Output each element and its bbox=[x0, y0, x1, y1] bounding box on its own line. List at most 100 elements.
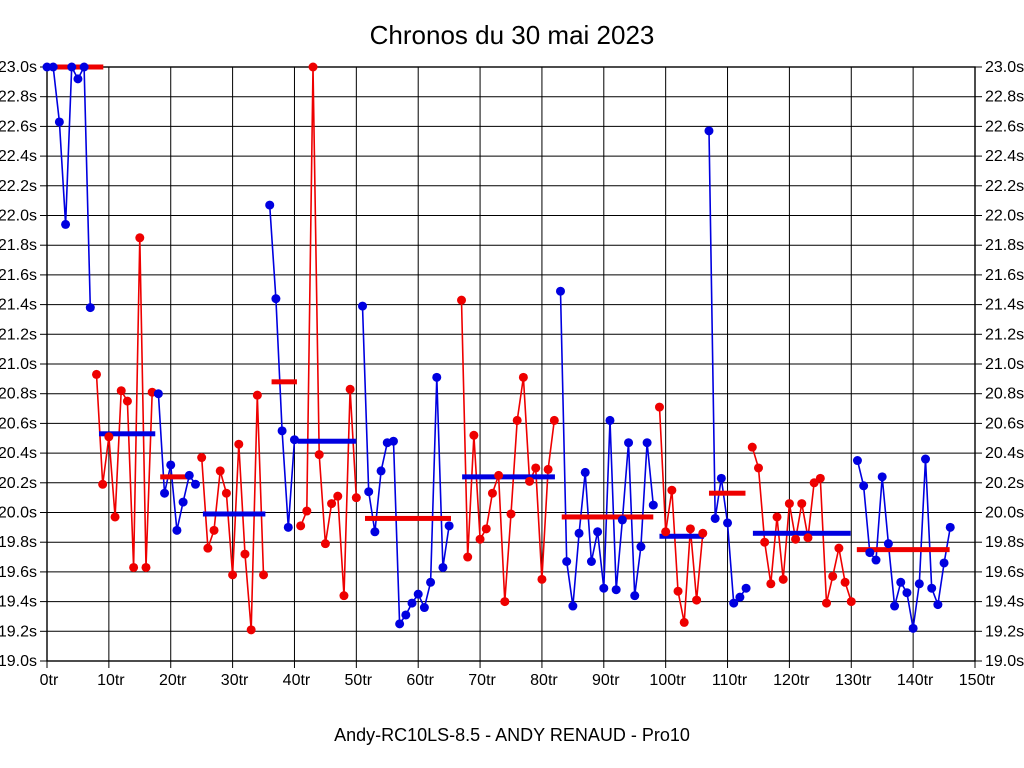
lap-point bbox=[692, 595, 702, 605]
average-bar-12 bbox=[752, 530, 851, 536]
y-axis-label-right: 22.4s bbox=[985, 148, 1024, 165]
lap-point bbox=[704, 126, 714, 136]
y-axis-label-right: 22.8s bbox=[985, 89, 1024, 106]
lap-point bbox=[172, 525, 182, 535]
lap-point bbox=[605, 415, 615, 425]
lap-point bbox=[457, 295, 467, 305]
y-axis-label-left: 20.2s bbox=[0, 475, 37, 492]
lap-point bbox=[642, 438, 652, 448]
lap-point bbox=[549, 415, 559, 425]
y-axis-label-right: 23.0s bbox=[985, 59, 1024, 76]
lap-point bbox=[339, 591, 349, 601]
y-axis-label-right: 21.2s bbox=[985, 326, 1024, 343]
lap-point bbox=[846, 597, 856, 607]
lap-point bbox=[407, 598, 417, 608]
lap-point bbox=[506, 509, 516, 519]
lap-point bbox=[890, 601, 900, 611]
lap-point bbox=[413, 589, 423, 599]
lap-point bbox=[896, 577, 906, 587]
lap-series-line-run-9 bbox=[559, 291, 655, 607]
lap-point bbox=[914, 579, 924, 589]
lap-point bbox=[228, 570, 238, 580]
plot-border bbox=[46, 66, 976, 662]
y-axis-label-left: 20.6s bbox=[0, 415, 37, 432]
lap-point bbox=[525, 476, 535, 486]
lap-point bbox=[438, 562, 448, 572]
lap-series-line-run-8 bbox=[460, 300, 556, 602]
lap-point bbox=[160, 488, 170, 498]
lap-point bbox=[543, 464, 553, 474]
lap-point bbox=[345, 384, 355, 394]
lap-point bbox=[296, 521, 306, 531]
y-axis-label-right: 19.8s bbox=[985, 534, 1024, 551]
lap-point bbox=[760, 537, 770, 547]
y-axis-label-left: 21.2s bbox=[0, 326, 37, 343]
lap-point bbox=[73, 74, 83, 84]
lap-point bbox=[370, 527, 380, 537]
y-axis-label-right: 22.6s bbox=[985, 118, 1024, 135]
lap-point bbox=[54, 117, 64, 127]
lap-point bbox=[871, 555, 881, 565]
lap-point bbox=[562, 557, 572, 567]
y-axis-label-right: 19.6s bbox=[985, 564, 1024, 581]
chart-subtitle: Andy-RC10LS-8.5 - ANDY RENAUD - Pro10 bbox=[334, 725, 690, 745]
y-axis-label-right: 20.6s bbox=[985, 415, 1024, 432]
y-axis-label-right: 21.0s bbox=[985, 356, 1024, 373]
lap-point bbox=[667, 485, 677, 495]
lap-point bbox=[580, 467, 590, 477]
lap-point bbox=[593, 527, 603, 537]
lap-point bbox=[654, 402, 664, 412]
lap-point bbox=[98, 479, 108, 489]
lap-point bbox=[574, 528, 584, 538]
lap-point bbox=[902, 588, 912, 598]
x-axis-label: 130tr bbox=[835, 672, 872, 689]
lap-point bbox=[908, 623, 918, 633]
y-axis-label-left: 19.2s bbox=[0, 623, 37, 640]
lap-series-line-run-3 bbox=[157, 393, 197, 531]
average-bar-4 bbox=[202, 511, 266, 517]
y-axis-label-right: 19.0s bbox=[985, 653, 1024, 670]
lap-series-line-run-1 bbox=[47, 63, 92, 308]
average-bar-3 bbox=[160, 474, 190, 480]
lap-point bbox=[741, 583, 751, 593]
lap-point bbox=[104, 432, 114, 442]
lap-point bbox=[444, 521, 454, 531]
lap-point bbox=[401, 610, 411, 620]
y-axis-label-right: 20.2s bbox=[985, 475, 1024, 492]
lap-point bbox=[364, 487, 374, 497]
lap-point bbox=[67, 62, 77, 72]
lap-point bbox=[939, 558, 949, 568]
lap-point bbox=[840, 577, 850, 587]
y-axis-label-right: 20.8s bbox=[985, 386, 1024, 403]
lap-point bbox=[240, 549, 250, 559]
lap-point bbox=[388, 436, 398, 446]
lap-point bbox=[710, 513, 720, 523]
lap-point bbox=[376, 466, 386, 476]
x-axis-label: 90tr bbox=[592, 672, 620, 689]
lap-point bbox=[209, 525, 219, 535]
lap-series-line-run-7 bbox=[361, 306, 450, 627]
lap-point bbox=[865, 548, 875, 558]
lap-point bbox=[395, 619, 405, 629]
average-bar-7 bbox=[364, 515, 451, 521]
y-axis-label-right: 21.8s bbox=[985, 237, 1024, 254]
y-axis-label-left: 20.8s bbox=[0, 386, 37, 403]
lap-point bbox=[308, 62, 318, 72]
lap-point bbox=[469, 430, 479, 440]
lap-point bbox=[42, 62, 52, 72]
lap-series-line-run-6 bbox=[299, 66, 358, 596]
lap-point bbox=[859, 481, 869, 491]
y-axis-label-left: 20.4s bbox=[0, 445, 37, 462]
x-axis-label: 80tr bbox=[530, 672, 558, 689]
lap-series-line-run-13 bbox=[856, 458, 952, 629]
lap-point bbox=[945, 522, 955, 532]
lap-point bbox=[197, 453, 207, 463]
lap-point bbox=[85, 303, 95, 313]
lap-point bbox=[747, 442, 757, 452]
average-bar-6 bbox=[297, 438, 357, 444]
x-axis-label: 70tr bbox=[468, 672, 496, 689]
lap-point bbox=[927, 583, 937, 593]
y-axis-label-left: 22.0s bbox=[0, 208, 37, 225]
lap-point bbox=[685, 524, 695, 534]
lap-point bbox=[314, 450, 324, 460]
